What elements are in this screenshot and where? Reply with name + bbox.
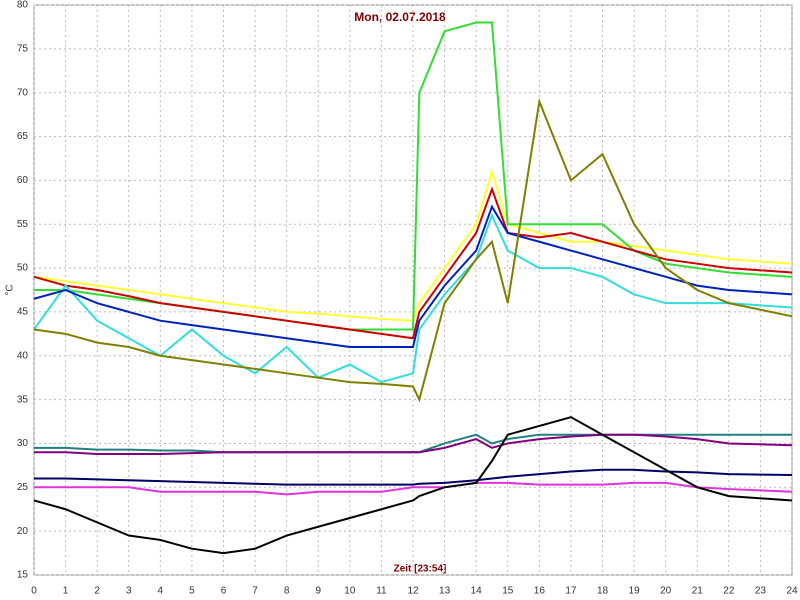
lines bbox=[33, 21, 793, 555]
y-tick-label: 80 bbox=[17, 0, 29, 11]
x-tick-label: 24 bbox=[786, 586, 798, 597]
y-tick-label: 30 bbox=[17, 438, 29, 449]
x-tick-label: 15 bbox=[502, 586, 514, 597]
x-tick-label: 22 bbox=[723, 586, 735, 597]
x-tick-label: 9 bbox=[315, 586, 321, 597]
x-tick-label: 8 bbox=[284, 586, 290, 597]
x-tick-label: 4 bbox=[158, 586, 164, 597]
y-tick-label: 35 bbox=[17, 394, 29, 405]
y-tick-label: 60 bbox=[17, 175, 29, 186]
x-tick-label: 11 bbox=[376, 586, 387, 597]
y-tick-label: 75 bbox=[17, 43, 29, 54]
x-tick-label: 10 bbox=[344, 586, 356, 597]
series-line bbox=[34, 433, 793, 455]
y-tick-label: 40 bbox=[17, 350, 29, 361]
x-tick-label: 23 bbox=[755, 586, 767, 597]
x-tick-label: 13 bbox=[439, 586, 451, 597]
y-tick-label: 65 bbox=[17, 131, 29, 142]
y-tick-label: 20 bbox=[17, 526, 29, 537]
x-tick-label: 2 bbox=[94, 586, 100, 597]
y-tick-label: 25 bbox=[17, 482, 29, 493]
x-tick-label: 0 bbox=[31, 586, 37, 597]
x-tick-label: 7 bbox=[252, 586, 258, 597]
y-axis-label: °C bbox=[5, 284, 16, 295]
x-tick-label: 21 bbox=[692, 586, 704, 597]
y-tick-label: 50 bbox=[17, 263, 29, 274]
series-line bbox=[33, 97, 793, 403]
chart-title: Mon, 02.07.2018 bbox=[354, 10, 446, 24]
x-tick-label: 19 bbox=[629, 586, 641, 597]
x-tick-label: 18 bbox=[597, 586, 609, 597]
y-tick-label: 70 bbox=[17, 87, 29, 98]
x-axis-label: Zeit [23:54] bbox=[394, 564, 447, 575]
x-tick-label: 1 bbox=[63, 586, 69, 597]
series-line bbox=[34, 481, 793, 496]
series-line bbox=[33, 212, 793, 384]
series-line bbox=[34, 468, 793, 486]
x-tick-label: 17 bbox=[565, 586, 577, 597]
x-tick-label: 5 bbox=[189, 586, 195, 597]
series-line bbox=[33, 416, 793, 555]
y-tick-label: 45 bbox=[17, 307, 29, 318]
x-tick-label: 20 bbox=[660, 586, 672, 597]
x-tick-label: 16 bbox=[534, 586, 546, 597]
y-tick-label: 15 bbox=[17, 570, 29, 581]
x-tick-label: 14 bbox=[471, 586, 483, 597]
x-tick-label: 12 bbox=[407, 586, 419, 597]
series-line bbox=[33, 204, 793, 348]
x-tick-label: 3 bbox=[126, 586, 132, 597]
y-tick-label: 55 bbox=[17, 219, 29, 230]
series-line bbox=[33, 186, 793, 340]
x-tick-label: 6 bbox=[221, 586, 227, 597]
